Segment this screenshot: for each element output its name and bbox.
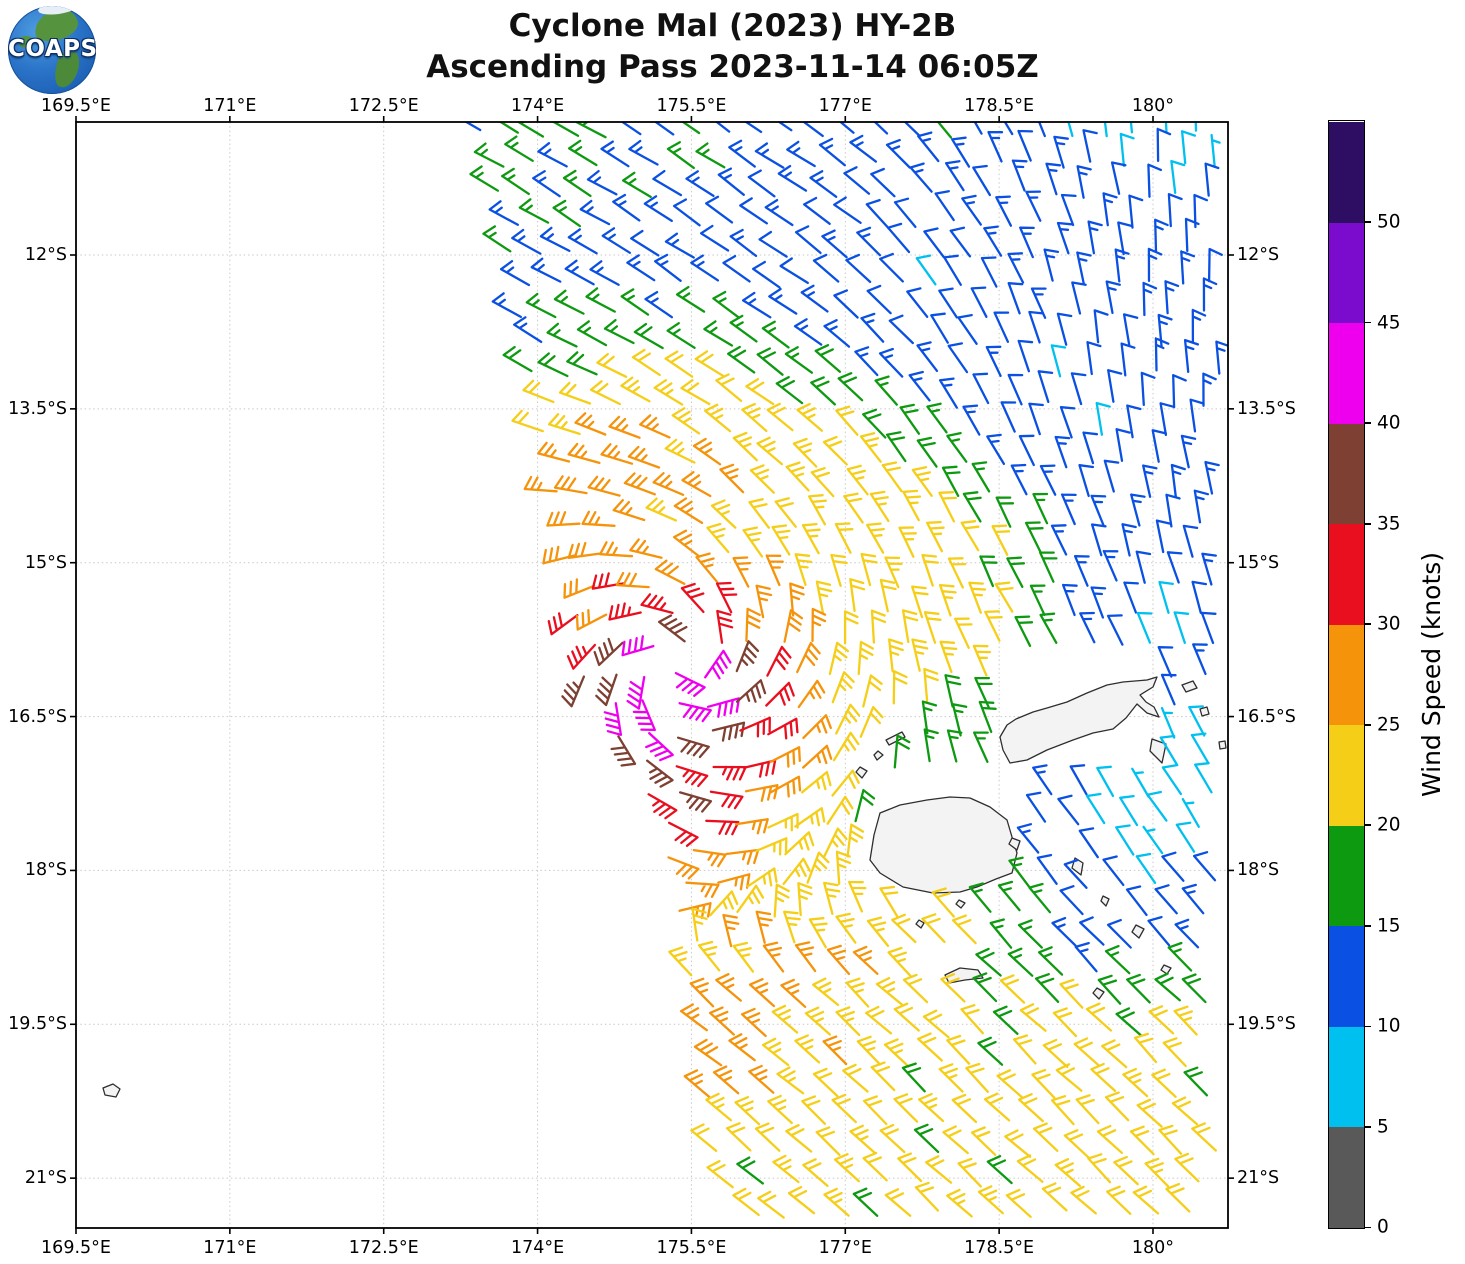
lat-label-left: 19.5°S: [8, 1014, 67, 1035]
island-beqa: [955, 899, 966, 909]
lon-label-bottom: 177°E: [818, 1238, 872, 1258]
island-gau: [1131, 924, 1145, 939]
coaps-logo: COAPS: [8, 6, 96, 94]
colorbar-tick-label: 0: [1377, 1216, 1389, 1238]
island-vanua_levu: [999, 676, 1160, 764]
lat-label-left: 13.5°S: [8, 398, 67, 419]
colorbar-segment: [1329, 925, 1364, 1027]
lat-label-right: 16.5°S: [1237, 706, 1296, 727]
colorbar-tick: [1365, 321, 1371, 324]
island-viti_levu: [869, 796, 1018, 894]
colorbar-tick-label: 30: [1377, 613, 1401, 635]
lat-label-right: 21°S: [1237, 1168, 1280, 1189]
lon-label-bottom: 172.5°E: [348, 1238, 419, 1258]
coaps-logo-text: COAPS: [8, 36, 96, 62]
colorbar-segment: [1329, 1126, 1364, 1228]
colorbar-tick: [1365, 422, 1371, 424]
lat-label-left: 12°S: [24, 245, 67, 265]
island-conway_reef: [102, 1083, 121, 1098]
wind-barbs: [464, 122, 1228, 1219]
lon-label-top: 169.5°E: [41, 96, 111, 116]
colorbar-segment: [1329, 624, 1364, 726]
colorbar-tick: [1365, 522, 1371, 525]
colorbar-tick-label: 15: [1377, 915, 1401, 937]
lat-label-left: 16.5°S: [8, 706, 67, 727]
island-taveuni: [1149, 738, 1167, 764]
colorbar-tick-label: 35: [1377, 513, 1401, 535]
lon-label-bottom: 169.5°E: [41, 1238, 111, 1258]
lon-label-top: 177°E: [818, 96, 872, 116]
colorbar-segment: [1329, 222, 1364, 324]
lat-label-right: 12°S: [1237, 245, 1280, 265]
lon-label-top: 174°E: [510, 96, 565, 116]
lat-label-right: 15°S: [1237, 552, 1280, 573]
lat-label-right: 19.5°S: [1237, 1014, 1296, 1035]
lat-label-right: 13.5°S: [1237, 398, 1296, 419]
island-koro: [1071, 857, 1084, 876]
colorbar-title: Wind Speed (knots): [1404, 120, 1460, 1229]
title-line-1: Cyclone Mal (2023) HY-2B: [508, 8, 957, 44]
islands: [102, 676, 1227, 1098]
lon-label-bottom: 178.5°E: [964, 1238, 1035, 1258]
lat-label-right: 18°S: [1237, 860, 1280, 881]
lat-label-left: 18°S: [24, 860, 67, 881]
title-line-2: Ascending Pass 2023-11-14 06:05Z: [426, 48, 1039, 85]
island-vatulele: [915, 919, 925, 929]
colorbar-tick: [1365, 824, 1371, 827]
island-yasawa1: [885, 731, 906, 746]
colorbar-tick-label: 20: [1377, 814, 1401, 836]
lat-label-left: 15°S: [24, 552, 67, 573]
island-ne_islet1: [1181, 680, 1198, 693]
lat-label-left: 21°S: [24, 1168, 67, 1189]
island-se_islet: [1160, 964, 1172, 975]
lon-label-top: 175.5°E: [656, 96, 727, 116]
island-moala: [1092, 987, 1105, 1000]
colorbar-tick-label: 10: [1377, 1015, 1401, 1037]
colorbar: [1328, 120, 1365, 1229]
colorbar-tick-label: 5: [1377, 1116, 1389, 1138]
colorbar-title-text: Wind Speed (knots): [1417, 551, 1447, 798]
colorbar-tick-label: 50: [1377, 211, 1401, 233]
colorbar-segment: [1329, 1026, 1364, 1128]
colorbar-segment: [1329, 121, 1364, 223]
lon-label-top: 172.5°E: [348, 96, 419, 116]
island-ovalau: [1008, 837, 1021, 851]
island-edge_islet: [1218, 740, 1227, 750]
colorbar-tick: [1365, 723, 1371, 726]
lon-label-bottom: 175.5°E: [656, 1238, 727, 1258]
island-ne_islet2: [1199, 706, 1210, 717]
colorbar-tick: [1365, 925, 1371, 927]
plot-title: Cyclone Mal (2023) HY-2B Ascending Pass …: [0, 6, 1465, 88]
colorbar-segment: [1329, 523, 1364, 625]
globe-continent-icon: [18, 36, 34, 48]
colorbar-segment: [1329, 724, 1364, 826]
colorbar-tick: [1365, 221, 1371, 223]
colorbar-tick: [1365, 1226, 1371, 1229]
colorbar-tick-label: 25: [1377, 714, 1401, 736]
colorbar-tick: [1365, 1126, 1371, 1128]
colorbar-segment: [1329, 322, 1364, 424]
lon-label-bottom: 171°E: [203, 1238, 257, 1258]
island-yasawa2: [873, 750, 884, 761]
wind-barb-map: [70, 116, 1234, 1234]
colorbar-tick: [1365, 1025, 1371, 1028]
lon-label-bottom: 180°: [1131, 1238, 1175, 1258]
lon-label-bottom: 174°E: [510, 1238, 565, 1258]
colorbar-tick-label: 45: [1377, 312, 1401, 334]
island-yasawa3: [855, 766, 868, 779]
colorbar-segment: [1329, 825, 1364, 927]
colorbar-tick: [1365, 623, 1371, 626]
colorbar-segment: [1329, 423, 1364, 525]
island-koro_sea_islet: [1100, 895, 1110, 907]
lon-label-top: 178.5°E: [964, 96, 1035, 116]
lon-label-top: 180°: [1131, 96, 1175, 116]
lon-label-top: 171°E: [203, 96, 257, 116]
colorbar-tick-label: 40: [1377, 412, 1401, 434]
